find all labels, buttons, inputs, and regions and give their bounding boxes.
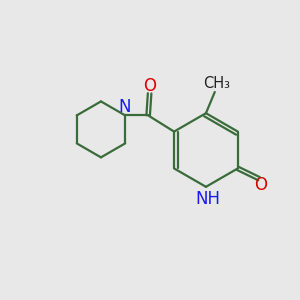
Text: O: O (143, 77, 156, 95)
Text: CH₃: CH₃ (203, 76, 230, 91)
Text: NH: NH (195, 190, 220, 208)
Text: O: O (254, 176, 267, 194)
Text: N: N (118, 98, 131, 116)
